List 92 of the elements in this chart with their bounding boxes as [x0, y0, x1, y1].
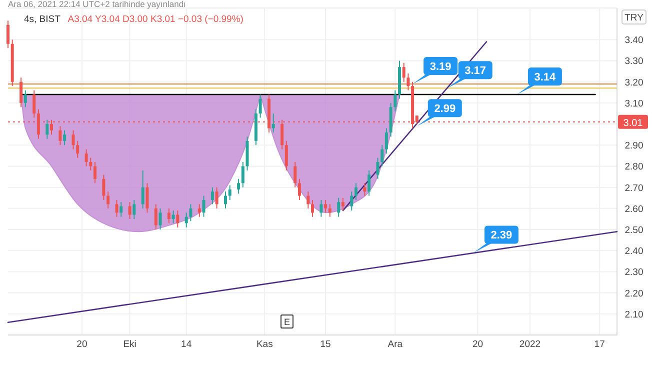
candlestick [24, 90, 27, 108]
candlestick [341, 197, 344, 212]
x-tick-label: Ara [388, 339, 404, 350]
candlestick [76, 140, 80, 158]
candlestick [46, 119, 49, 140]
annotation: 3.14 [534, 71, 557, 84]
candlestick [368, 170, 371, 196]
annotation: 3.17 [464, 65, 486, 78]
x-tick-label: 14 [181, 339, 192, 350]
candlestick [32, 90, 36, 118]
y-tick-label: 3.40 [624, 35, 644, 46]
earnings-marker: E [280, 314, 294, 328]
candlestick [115, 199, 118, 218]
y-tick-label: 3.20 [624, 77, 644, 88]
candlestick [128, 202, 132, 220]
y-tick-label: 2.10 [624, 309, 644, 320]
x-tick-label: 17 [594, 339, 605, 350]
candlestick [306, 191, 310, 209]
y-tick-label: 2.70 [624, 182, 644, 194]
candlestick [106, 191, 110, 209]
candlestick [380, 144, 384, 167]
y-tick-label: 2.40 [624, 246, 644, 258]
y-tick-label: 3.10 [624, 98, 644, 110]
annotation: 2.39 [490, 230, 512, 242]
y-tick-label: 2.60 [624, 204, 644, 215]
y-tick-label: 2.90 [624, 140, 644, 152]
candlestick [167, 208, 170, 224]
annotation: Ara 06, 2021 22:14 UTC+2 tarihinde yayınlandı [8, 0, 186, 9]
candlestick [120, 202, 123, 218]
candlestick [224, 191, 227, 209]
candlestick [402, 62, 406, 82]
candlestick [376, 157, 380, 180]
y-axis-title: TRY [624, 12, 644, 24]
candlestick [72, 130, 75, 150]
candlestick [311, 199, 314, 218]
candlestick [84, 148, 88, 167]
candlestick [189, 204, 192, 222]
candlestick [198, 204, 201, 218]
x-tick-label: 2022 [519, 339, 541, 350]
candlestick [141, 170, 144, 209]
candlestick [154, 204, 158, 230]
candlestick [63, 130, 66, 146]
candlestick [20, 77, 23, 108]
annotation: 3.19 [430, 60, 452, 73]
candlestick [36, 108, 40, 140]
candlestick [102, 174, 106, 200]
candlestick [294, 162, 297, 188]
candlestick [158, 208, 162, 230]
candlestick [184, 212, 188, 228]
candlestick [406, 72, 410, 91]
y-tick-label: 2.50 [624, 225, 644, 236]
text: 4s, BIST [24, 14, 60, 25]
candlestick [241, 162, 244, 188]
candlestick [337, 197, 340, 218]
candlestick [202, 195, 206, 218]
candlestick [258, 94, 262, 118]
candlestick [176, 210, 180, 228]
candlestick [89, 157, 92, 171]
candlestick [328, 204, 332, 218]
x-tick-label: 15 [320, 339, 331, 350]
y-tick-label: 3.30 [624, 56, 644, 68]
candlestick [210, 186, 214, 205]
candlestick [94, 162, 96, 184]
candlestick [272, 112, 275, 133]
candlestick [6, 20, 10, 49]
candlestick [228, 184, 232, 200]
candlestick [320, 199, 323, 218]
candlestick [146, 182, 149, 214]
candlestick [354, 182, 358, 200]
candlestick [394, 90, 397, 112]
text: A3.04 Y3.04 D3.00 K3.01 −0.03 (−0.99%) [68, 14, 244, 25]
y-tick-label: 2.80 [624, 162, 644, 173]
annotation: 2.99 [434, 103, 456, 116]
candlestick [284, 140, 288, 171]
candlestick [384, 128, 388, 154]
candlestick [132, 199, 136, 220]
candlestick [58, 126, 62, 146]
candlestick [172, 210, 175, 224]
candlestick [324, 199, 328, 214]
x-tick-label: Eki [123, 339, 136, 350]
candlestick [350, 191, 354, 212]
annotation: E [284, 317, 290, 327]
candlestick [363, 182, 366, 196]
x-tick-label: 20 [76, 339, 88, 350]
ref-line-label: 3.01 [623, 118, 644, 129]
y-tick-label: 2.20 [624, 288, 644, 300]
candlestick [237, 178, 240, 194]
y-tick-label: 2.30 [624, 267, 644, 278]
candlestick [298, 178, 301, 200]
x-tick-label: 20 [472, 339, 484, 350]
x-tick-label: Kas [256, 339, 274, 350]
candlestick [215, 186, 218, 209]
